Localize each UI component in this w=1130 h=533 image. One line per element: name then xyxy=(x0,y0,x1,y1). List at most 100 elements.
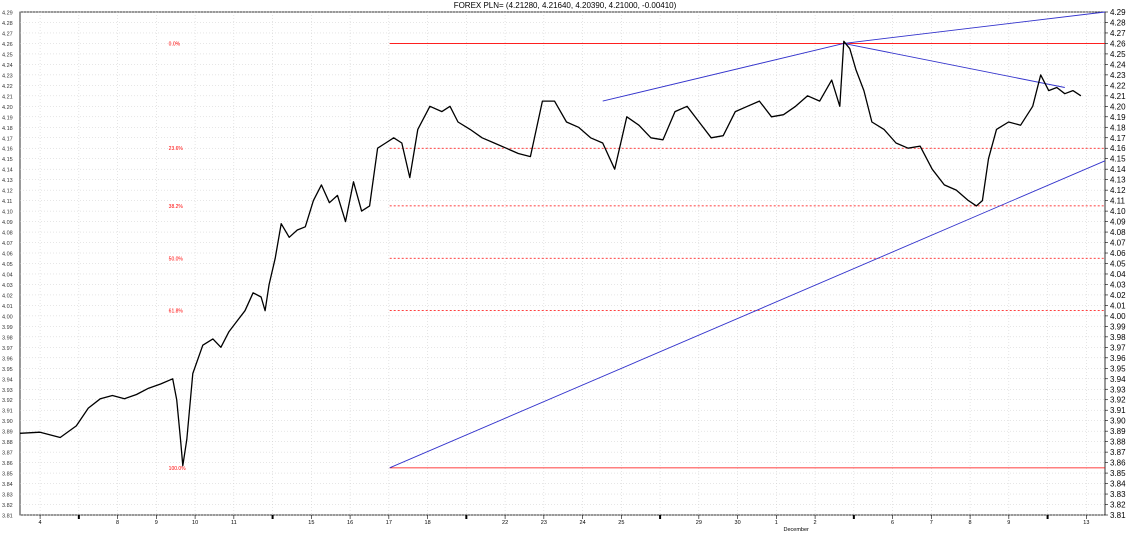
y-tick-label-left: 4.06 xyxy=(2,252,13,258)
y-tick-label-right: 4.27 xyxy=(1110,29,1126,38)
y-tick-label-left: 4.28 xyxy=(2,21,13,27)
fib-layer: 0.0% 23.6% 38.2% 50.0% 61.8% 100.0% xyxy=(169,41,1105,472)
y-tick-label-left: 4.20 xyxy=(2,105,13,111)
y-tick-label-right: 3.88 xyxy=(1110,438,1126,447)
y-tick-label-left: 4.08 xyxy=(2,231,13,237)
y-tick-label-left: 4.19 xyxy=(2,115,13,121)
y-tick-label-left: 4.18 xyxy=(2,126,13,132)
y-tick-label-left: 3.94 xyxy=(2,377,13,383)
y-tick-label-right: 4.04 xyxy=(1110,270,1126,279)
y-tick-label-left: 3.86 xyxy=(2,461,13,467)
y-tick-label-left: 4.17 xyxy=(2,136,13,142)
y-tick-label-right: 4.29 xyxy=(1110,8,1126,17)
y-tick-label-left: 3.88 xyxy=(2,440,13,446)
fib-level-label: 23.6% xyxy=(169,146,184,152)
x-tick-label: 7 xyxy=(930,520,933,526)
x-tick-label: 10 xyxy=(192,520,198,526)
chart-title: FOREX PLN= (4.21280, 4.21640, 4.20390, 4… xyxy=(453,1,677,10)
y-tick-label-left: 4.03 xyxy=(2,283,13,289)
x-tick-label: 29 xyxy=(696,520,702,526)
y-tick-label-right: 3.96 xyxy=(1110,354,1126,363)
y-tick-label-right: 4.20 xyxy=(1110,102,1126,111)
y-tick-label-right: 4.26 xyxy=(1110,39,1126,48)
grid-layer xyxy=(19,11,1106,516)
y-tick-label-right: 3.93 xyxy=(1110,385,1126,394)
axis-layer: 3.81 3.813.82 3.823.83 3.833.84 3.843.85 3.85… xyxy=(2,8,1126,533)
fib-level-label: 50.0% xyxy=(169,256,184,262)
y-tick-label-right: 3.86 xyxy=(1110,459,1126,468)
x-tick-label: 24 xyxy=(580,520,586,526)
y-tick-label-right: 3.89 xyxy=(1110,427,1126,436)
price-series-line xyxy=(19,40,1082,467)
y-tick-label-left: 3.93 xyxy=(2,388,13,394)
y-tick-label-left: 3.92 xyxy=(2,398,13,404)
y-tick-label-right: 4.19 xyxy=(1110,113,1126,122)
x-tick-label: 13 xyxy=(1083,520,1089,526)
x-tick-label: 25 xyxy=(618,520,624,526)
y-tick-label-right: 4.16 xyxy=(1110,144,1126,153)
y-tick-label-right: 3.87 xyxy=(1110,448,1126,457)
y-tick-label-left: 4.26 xyxy=(2,42,13,48)
y-tick-label-left: 3.83 xyxy=(2,493,13,499)
y-tick-label-right: 4.14 xyxy=(1110,165,1126,174)
y-tick-label-left: 4.04 xyxy=(2,272,13,278)
trendline xyxy=(843,42,1065,88)
y-tick-label-right: 3.99 xyxy=(1110,322,1126,331)
y-tick-label-right: 3.90 xyxy=(1110,417,1126,426)
y-tick-label-right: 3.81 xyxy=(1110,511,1126,520)
y-tick-label-left: 3.90 xyxy=(2,419,13,425)
y-tick-label-left: 4.12 xyxy=(2,189,13,195)
y-tick-label-right: 4.23 xyxy=(1110,71,1126,80)
y-tick-label-right: 4.06 xyxy=(1110,249,1126,258)
y-tick-label-right: 3.83 xyxy=(1110,490,1126,499)
y-tick-label-left: 4.15 xyxy=(2,157,13,163)
y-tick-label-right: 3.91 xyxy=(1110,406,1126,415)
y-tick-label-left: 4.05 xyxy=(2,262,13,268)
y-tick-label-left: 4.21 xyxy=(2,94,13,100)
x-tick-label: 30 xyxy=(735,520,741,526)
y-tick-label-left: 3.96 xyxy=(2,356,13,362)
x-tick-label: 8 xyxy=(116,520,119,526)
y-tick-label-right: 3.84 xyxy=(1110,480,1126,489)
y-tick-label-left: 4.27 xyxy=(2,31,13,37)
y-tick-label-right: 4.15 xyxy=(1110,155,1126,164)
y-tick-label-left: 4.14 xyxy=(2,168,13,174)
y-tick-label-left: 4.02 xyxy=(2,293,13,299)
y-tick-label-right: 4.08 xyxy=(1110,228,1126,237)
x-tick-label: 22 xyxy=(502,520,508,526)
y-tick-label-right: 3.95 xyxy=(1110,364,1126,373)
x-tick-label: 18 xyxy=(425,520,431,526)
y-tick-label-right: 4.22 xyxy=(1110,81,1126,90)
x-tick-label: 16 xyxy=(347,520,353,526)
y-tick-label-left: 4.16 xyxy=(2,147,13,153)
x-tick-label: 1 xyxy=(775,520,778,526)
y-tick-label-left: 4.10 xyxy=(2,210,13,216)
y-tick-label-left: 4.22 xyxy=(2,84,13,90)
x-month-label: December xyxy=(784,527,810,533)
fib-level-label: 100.0% xyxy=(169,466,187,472)
x-tick-label: 11 xyxy=(231,520,237,526)
y-tick-label-right: 4.18 xyxy=(1110,123,1126,132)
fib-level-label: 38.2% xyxy=(169,204,184,210)
x-tick-label: 17 xyxy=(386,520,392,526)
y-tick-label-left: 3.84 xyxy=(2,482,13,488)
y-tick-label-right: 4.02 xyxy=(1110,291,1126,300)
y-tick-label-right: 4.09 xyxy=(1110,218,1126,227)
x-tick-label: 23 xyxy=(541,520,547,526)
y-tick-label-left: 4.11 xyxy=(2,199,12,205)
y-tick-label-right: 3.92 xyxy=(1110,396,1126,405)
y-tick-label-right: 3.94 xyxy=(1110,375,1126,384)
y-tick-label-left: 3.91 xyxy=(2,409,13,415)
y-tick-label-right: 4.03 xyxy=(1110,280,1126,289)
price-layer xyxy=(19,40,1082,467)
y-tick-label-left: 3.98 xyxy=(2,335,13,341)
y-tick-label-right: 4.11 xyxy=(1110,197,1126,206)
y-tick-label-left: 3.97 xyxy=(2,346,13,352)
x-tick-label: 2 xyxy=(814,520,817,526)
y-tick-label-right: 4.10 xyxy=(1110,207,1126,216)
y-tick-label-right: 4.00 xyxy=(1110,312,1126,321)
x-tick-label: 8 xyxy=(969,520,972,526)
y-tick-label-right: 4.13 xyxy=(1110,176,1126,185)
y-tick-label-right: 4.01 xyxy=(1110,301,1126,310)
y-tick-label-left: 3.95 xyxy=(2,367,13,373)
